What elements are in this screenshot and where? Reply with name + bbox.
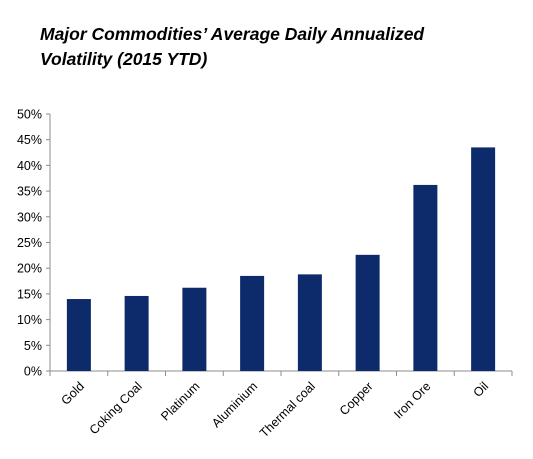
x-axis: Gold Coking Coal Platinum AluminiumThermal … <box>49 370 513 440</box>
x-tick-label: Copper <box>337 379 376 418</box>
y-tick-label: 25% <box>17 236 42 250</box>
y-axis: 0% 5% 10% 15% 20% 25% 30% 35% 40% 45% 50% <box>17 108 51 379</box>
x-tick-label: Coking Coal <box>87 379 145 437</box>
x-tick-label: Iron Ore <box>391 379 433 421</box>
y-tick-label: 50% <box>17 108 42 122</box>
bar-coking-coal <box>124 295 149 371</box>
bar-gold <box>66 299 91 371</box>
bars <box>66 147 496 371</box>
chart-title-line-2: Volatility (2015 YTD) <box>40 49 208 69</box>
y-tick-label: 5% <box>24 339 42 353</box>
bar-thermal-coal <box>297 274 322 371</box>
x-tick-label: Platinum <box>158 379 202 423</box>
bar-copper <box>355 254 380 371</box>
y-tick-label: 10% <box>17 313 42 327</box>
x-tick-label: Aluminium <box>209 379 260 430</box>
bar-oil <box>471 147 496 371</box>
chart-title-line-1: Major Commodities’ Average Daily Annuali… <box>40 24 425 44</box>
y-tick-label: 45% <box>17 133 42 147</box>
bar-platinum <box>182 287 207 371</box>
x-tick-label: Thermal coal <box>257 379 318 440</box>
y-tick-label: 15% <box>17 287 42 301</box>
y-tick-label: 35% <box>17 185 42 199</box>
y-tick-label: 30% <box>17 210 42 224</box>
x-tick-label: Oil <box>471 379 492 400</box>
bar-iron-ore <box>413 184 438 371</box>
chart-title: Major Commodities’ Average Daily Annuali… <box>40 22 500 72</box>
y-tick-label: 0% <box>24 365 42 379</box>
y-tick-label: 40% <box>17 159 42 173</box>
bar-aluminium <box>240 275 265 371</box>
y-tick-label: 20% <box>17 262 42 276</box>
x-tick-label: Gold <box>58 379 87 408</box>
